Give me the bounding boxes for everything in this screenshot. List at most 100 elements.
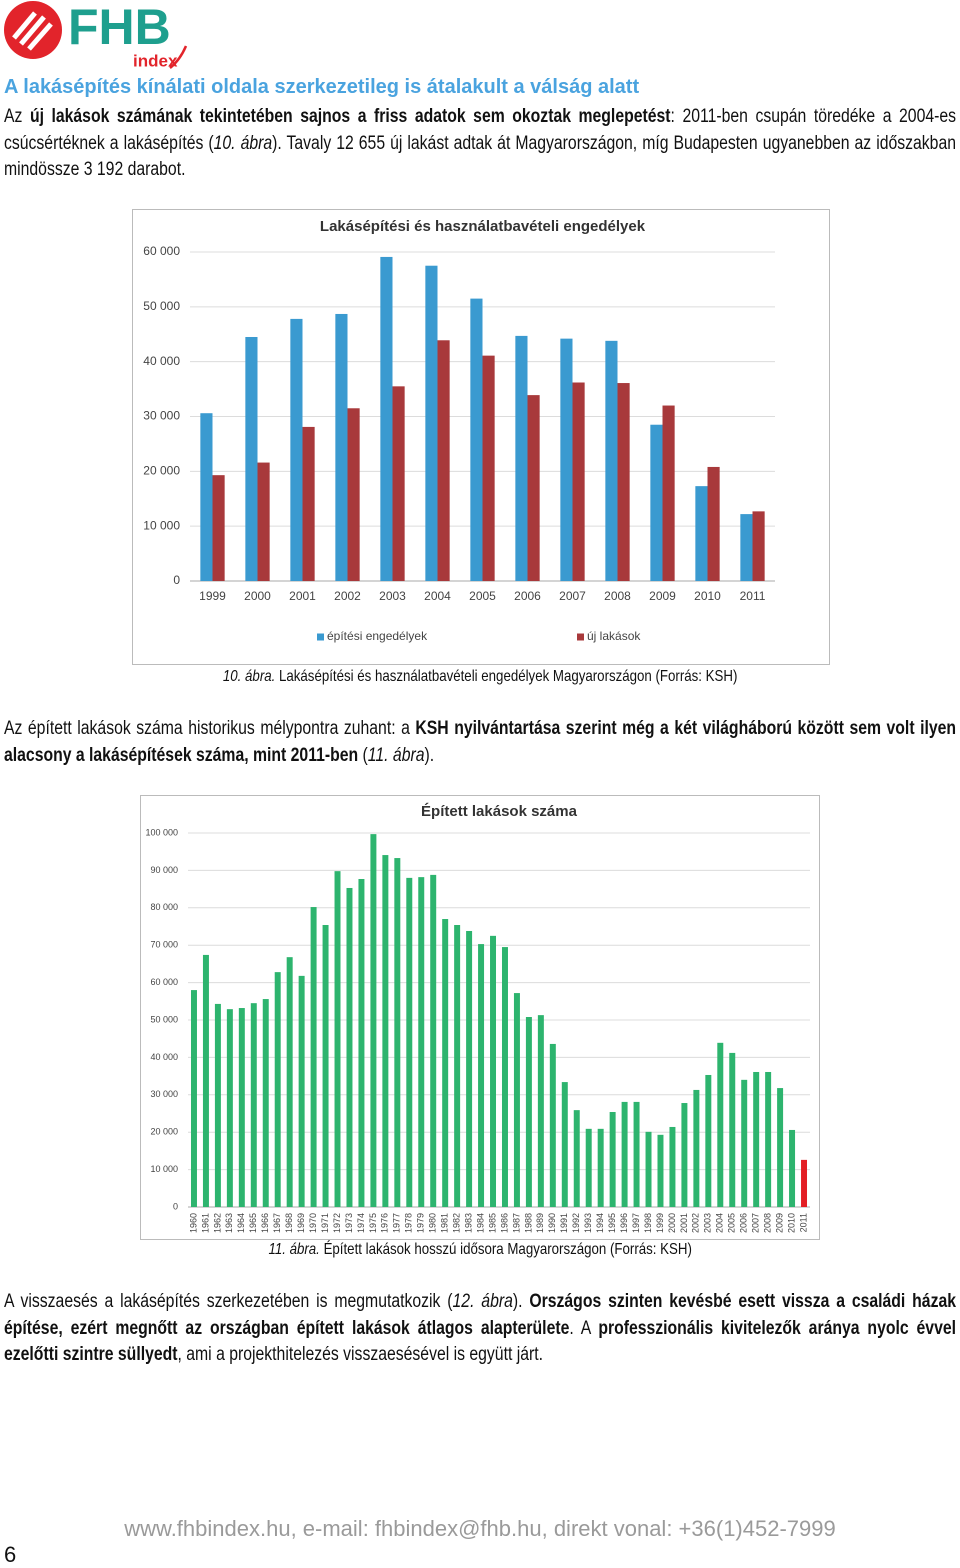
text-run: (: [358, 744, 368, 766]
bar: [609, 1112, 616, 1207]
text-run: , ami a projekthitelezés visszaesésével …: [177, 1344, 544, 1366]
bar: [334, 871, 341, 1207]
bar: [212, 475, 225, 581]
bar: [662, 405, 675, 581]
bar: [572, 382, 585, 581]
text-run: Az épített lakások száma historikus mély…: [4, 718, 416, 739]
y-tick-label: 10 000: [150, 1164, 178, 1174]
y-tick-label: 60 000: [150, 977, 178, 987]
x-tick-label: 2001: [679, 1213, 689, 1233]
x-tick-label: 1998: [643, 1213, 653, 1233]
bar: [705, 1074, 712, 1207]
bar: [470, 298, 483, 581]
bar: [633, 1101, 640, 1207]
bar: [226, 1009, 233, 1207]
bar: [617, 383, 630, 581]
bar: [190, 990, 197, 1207]
x-tick-label: 1962: [212, 1213, 222, 1233]
x-tick-label: 1981: [440, 1213, 450, 1233]
text-run: : 2011-ben csupán töredéke a 2004-es csú…: [4, 106, 957, 154]
bar: [238, 1008, 245, 1207]
bar: [454, 925, 461, 1207]
x-tick-label: 1972: [332, 1213, 342, 1233]
bar: [214, 1003, 221, 1207]
text-run: Az: [4, 106, 30, 127]
bar: [597, 1128, 604, 1207]
bar: [302, 426, 315, 581]
bar: [549, 1043, 556, 1207]
text-run: ).: [512, 1291, 530, 1312]
x-tick-label: 1999: [655, 1213, 665, 1233]
bar: [717, 1042, 724, 1207]
y-tick-label: 70 000: [150, 940, 178, 950]
bar: [515, 335, 528, 581]
x-tick-label: 2008: [763, 1213, 773, 1233]
bar: [585, 1128, 592, 1207]
bar: [335, 313, 348, 581]
y-tick-label: 30 000: [143, 409, 180, 423]
text-run: 10. ábra.: [222, 668, 276, 685]
x-tick-label: 2003: [379, 589, 406, 603]
x-tick-label: 1994: [595, 1213, 605, 1233]
bar: [322, 925, 329, 1207]
bar: [286, 957, 293, 1207]
paragraph: Az új lakások számának tekintetében sajn…: [4, 104, 956, 184]
y-tick-label: 0: [173, 1201, 178, 1211]
bar: [466, 930, 473, 1207]
x-tick-label: 2007: [751, 1213, 761, 1233]
chart-title: Épített lakások száma: [421, 803, 578, 820]
text-run: ). Tavaly 12 655 új lakást adtak át Magy…: [4, 132, 956, 181]
chart: Lakásépítési és használatbavételi engedé…: [132, 209, 830, 665]
bar: [425, 265, 438, 581]
bar: [347, 408, 360, 581]
x-tick-label: 2001: [289, 589, 316, 603]
x-tick-label: 2011: [798, 1213, 808, 1232]
legend-swatch: [577, 633, 584, 641]
x-tick-label: 1977: [392, 1213, 402, 1233]
x-tick-label: 2004: [424, 589, 451, 603]
x-tick-label: 1974: [356, 1213, 366, 1233]
bar: [777, 1088, 784, 1207]
bar: [202, 954, 209, 1207]
text-run: KSH nyilvántartása szerint még a két vil…: [4, 718, 957, 766]
caption: 11. ábra. Épített lakások hosszú idősora…: [0, 1241, 960, 1259]
x-tick-label: 1993: [583, 1213, 593, 1233]
paragraph: A visszaesés a lakásépítés szerkezetében…: [4, 1289, 956, 1369]
x-tick-label: 2000: [667, 1213, 677, 1233]
bar: [394, 858, 401, 1207]
bar: [392, 386, 405, 581]
logo: FHB index: [4, 0, 188, 70]
x-tick-label: 2010: [694, 589, 721, 603]
bar: [513, 993, 520, 1207]
bar: [346, 887, 353, 1207]
bar: [693, 1089, 700, 1207]
x-tick-label: 1989: [535, 1213, 545, 1233]
bar: [418, 877, 425, 1207]
bar: [290, 318, 303, 581]
x-tick-label: 1988: [523, 1213, 533, 1233]
y-tick-label: 50 000: [143, 299, 180, 313]
bar: [370, 834, 377, 1207]
x-tick-label: 2000: [244, 589, 271, 603]
x-tick-label: 1975: [368, 1213, 378, 1233]
bar: [527, 395, 540, 581]
bar: [729, 1052, 736, 1207]
bar: [200, 413, 213, 581]
bar: [650, 424, 663, 581]
bar: [789, 1129, 796, 1207]
x-tick-label: 1995: [607, 1213, 617, 1233]
x-tick-label: 1968: [284, 1213, 294, 1233]
y-tick-label: 20 000: [150, 1127, 178, 1137]
text-run: Országos szinten kevésbé esett vissza a …: [4, 1291, 956, 1339]
heading: A lakásépítés kínálati oldala szerkezeti…: [4, 76, 640, 98]
x-tick-label: 1982: [452, 1213, 462, 1233]
text-run: Lakásépítési és használatbavételi engedé…: [275, 668, 738, 685]
text-run: 12. ábra: [452, 1291, 513, 1312]
text-run: . A: [569, 1317, 599, 1339]
x-tick-label: 1984: [475, 1213, 485, 1233]
x-tick-label: 1965: [248, 1213, 258, 1233]
x-tick-label: 1971: [320, 1213, 330, 1233]
text-run: 11. ábra.: [268, 1241, 320, 1258]
x-tick-label: 2006: [514, 589, 541, 603]
x-tick-label: 2006: [739, 1213, 749, 1233]
